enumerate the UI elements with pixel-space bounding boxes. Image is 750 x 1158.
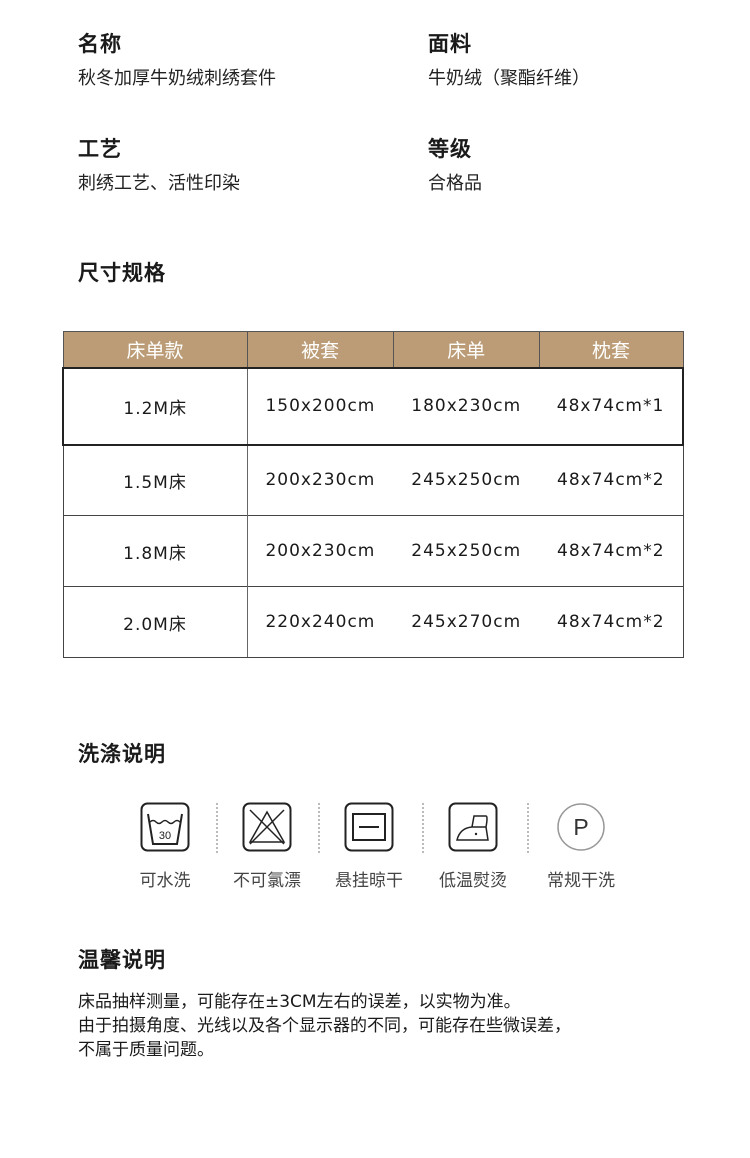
fabric-value: 牛奶绒（聚酯纤维） bbox=[428, 68, 590, 89]
cell: 1.2M床 bbox=[62, 366, 248, 446]
care-item: 30 可水洗 bbox=[115, 802, 215, 891]
cell: 48x74cm*2 bbox=[539, 515, 684, 587]
size-title: 尺寸规格 bbox=[78, 261, 166, 285]
care-item: 低温熨烫 bbox=[423, 802, 523, 891]
craft-label: 工艺 bbox=[78, 137, 122, 161]
cell: 180x230cm bbox=[393, 366, 540, 446]
notes-text: 床品抽样测量，可能存在±3CM左右的误差，以实物为准。 由于拍摄角度、光线以及各… bbox=[78, 990, 571, 1062]
fabric-label: 面料 bbox=[428, 32, 472, 56]
svg-text:P: P bbox=[573, 814, 588, 840]
care-title: 洗涤说明 bbox=[78, 742, 166, 766]
notes-title: 温馨说明 bbox=[78, 948, 166, 972]
cell: 2.0M床 bbox=[62, 586, 248, 658]
grade-label: 等级 bbox=[428, 137, 472, 161]
cell: 48x74cm*1 bbox=[539, 366, 684, 446]
divider bbox=[527, 803, 529, 853]
svg-text:30: 30 bbox=[159, 830, 171, 842]
no-bleach-icon bbox=[242, 802, 292, 852]
table-row: 1.5M床 200x230cm 245x250cm 48x74cm*2 bbox=[62, 444, 684, 516]
name-value: 秋冬加厚牛奶绒刺绣套件 bbox=[78, 68, 276, 89]
col-header: 被套 bbox=[246, 331, 394, 368]
divider bbox=[422, 803, 424, 853]
grade-value: 合格品 bbox=[428, 173, 482, 194]
col-header: 枕套 bbox=[538, 331, 684, 368]
low-iron-icon bbox=[448, 802, 498, 852]
table-row: 1.2M床 150x200cm 180x230cm 48x74cm*1 bbox=[62, 366, 684, 446]
cell: 200x230cm bbox=[247, 515, 394, 587]
care-label: 悬挂晾干 bbox=[335, 871, 403, 891]
care-item: 不可氯漂 bbox=[217, 802, 317, 891]
wash-30-icon: 30 bbox=[140, 802, 190, 852]
care-item: P 常规干洗 bbox=[531, 802, 631, 891]
size-table: 床单款 被套 床单 枕套 1.2M床 150x200cm 180x230cm 48x7… bbox=[62, 331, 684, 658]
table-row: 2.0M床 220x240cm 245x270cm 48x74cm*2 bbox=[62, 586, 684, 658]
col-header: 床单款 bbox=[62, 331, 248, 368]
cell: 245x270cm bbox=[393, 586, 540, 658]
hang-dry-icon bbox=[344, 802, 394, 852]
note-line: 不属于质量问题。 bbox=[78, 1040, 214, 1060]
cell: 48x74cm*2 bbox=[539, 444, 684, 516]
note-line: 床品抽样测量，可能存在±3CM左右的误差，以实物为准。 bbox=[78, 992, 521, 1012]
cell: 150x200cm bbox=[247, 366, 394, 446]
cell: 1.5M床 bbox=[62, 444, 248, 516]
table-row: 1.8M床 200x230cm 245x250cm 48x74cm*2 bbox=[62, 515, 684, 587]
cell: 245x250cm bbox=[393, 515, 540, 587]
cell: 245x250cm bbox=[393, 444, 540, 516]
dry-clean-p-icon: P bbox=[557, 803, 605, 851]
craft-value: 刺绣工艺、活性印染 bbox=[78, 173, 240, 194]
cell: 200x230cm bbox=[247, 444, 394, 516]
care-item: 悬挂晾干 bbox=[319, 802, 419, 891]
care-label: 常规干洗 bbox=[547, 871, 615, 891]
divider bbox=[318, 803, 320, 853]
divider bbox=[216, 803, 218, 853]
note-line: 由于拍摄角度、光线以及各个显示器的不同，可能存在些微误差， bbox=[78, 1016, 571, 1036]
cell: 1.8M床 bbox=[62, 515, 248, 587]
care-label: 不可氯漂 bbox=[233, 871, 301, 891]
name-label: 名称 bbox=[78, 32, 122, 56]
col-header: 床单 bbox=[392, 331, 540, 368]
care-label: 可水洗 bbox=[139, 871, 191, 891]
cell: 220x240cm bbox=[247, 586, 394, 658]
cell: 48x74cm*2 bbox=[539, 586, 684, 658]
care-label: 低温熨烫 bbox=[439, 871, 507, 891]
